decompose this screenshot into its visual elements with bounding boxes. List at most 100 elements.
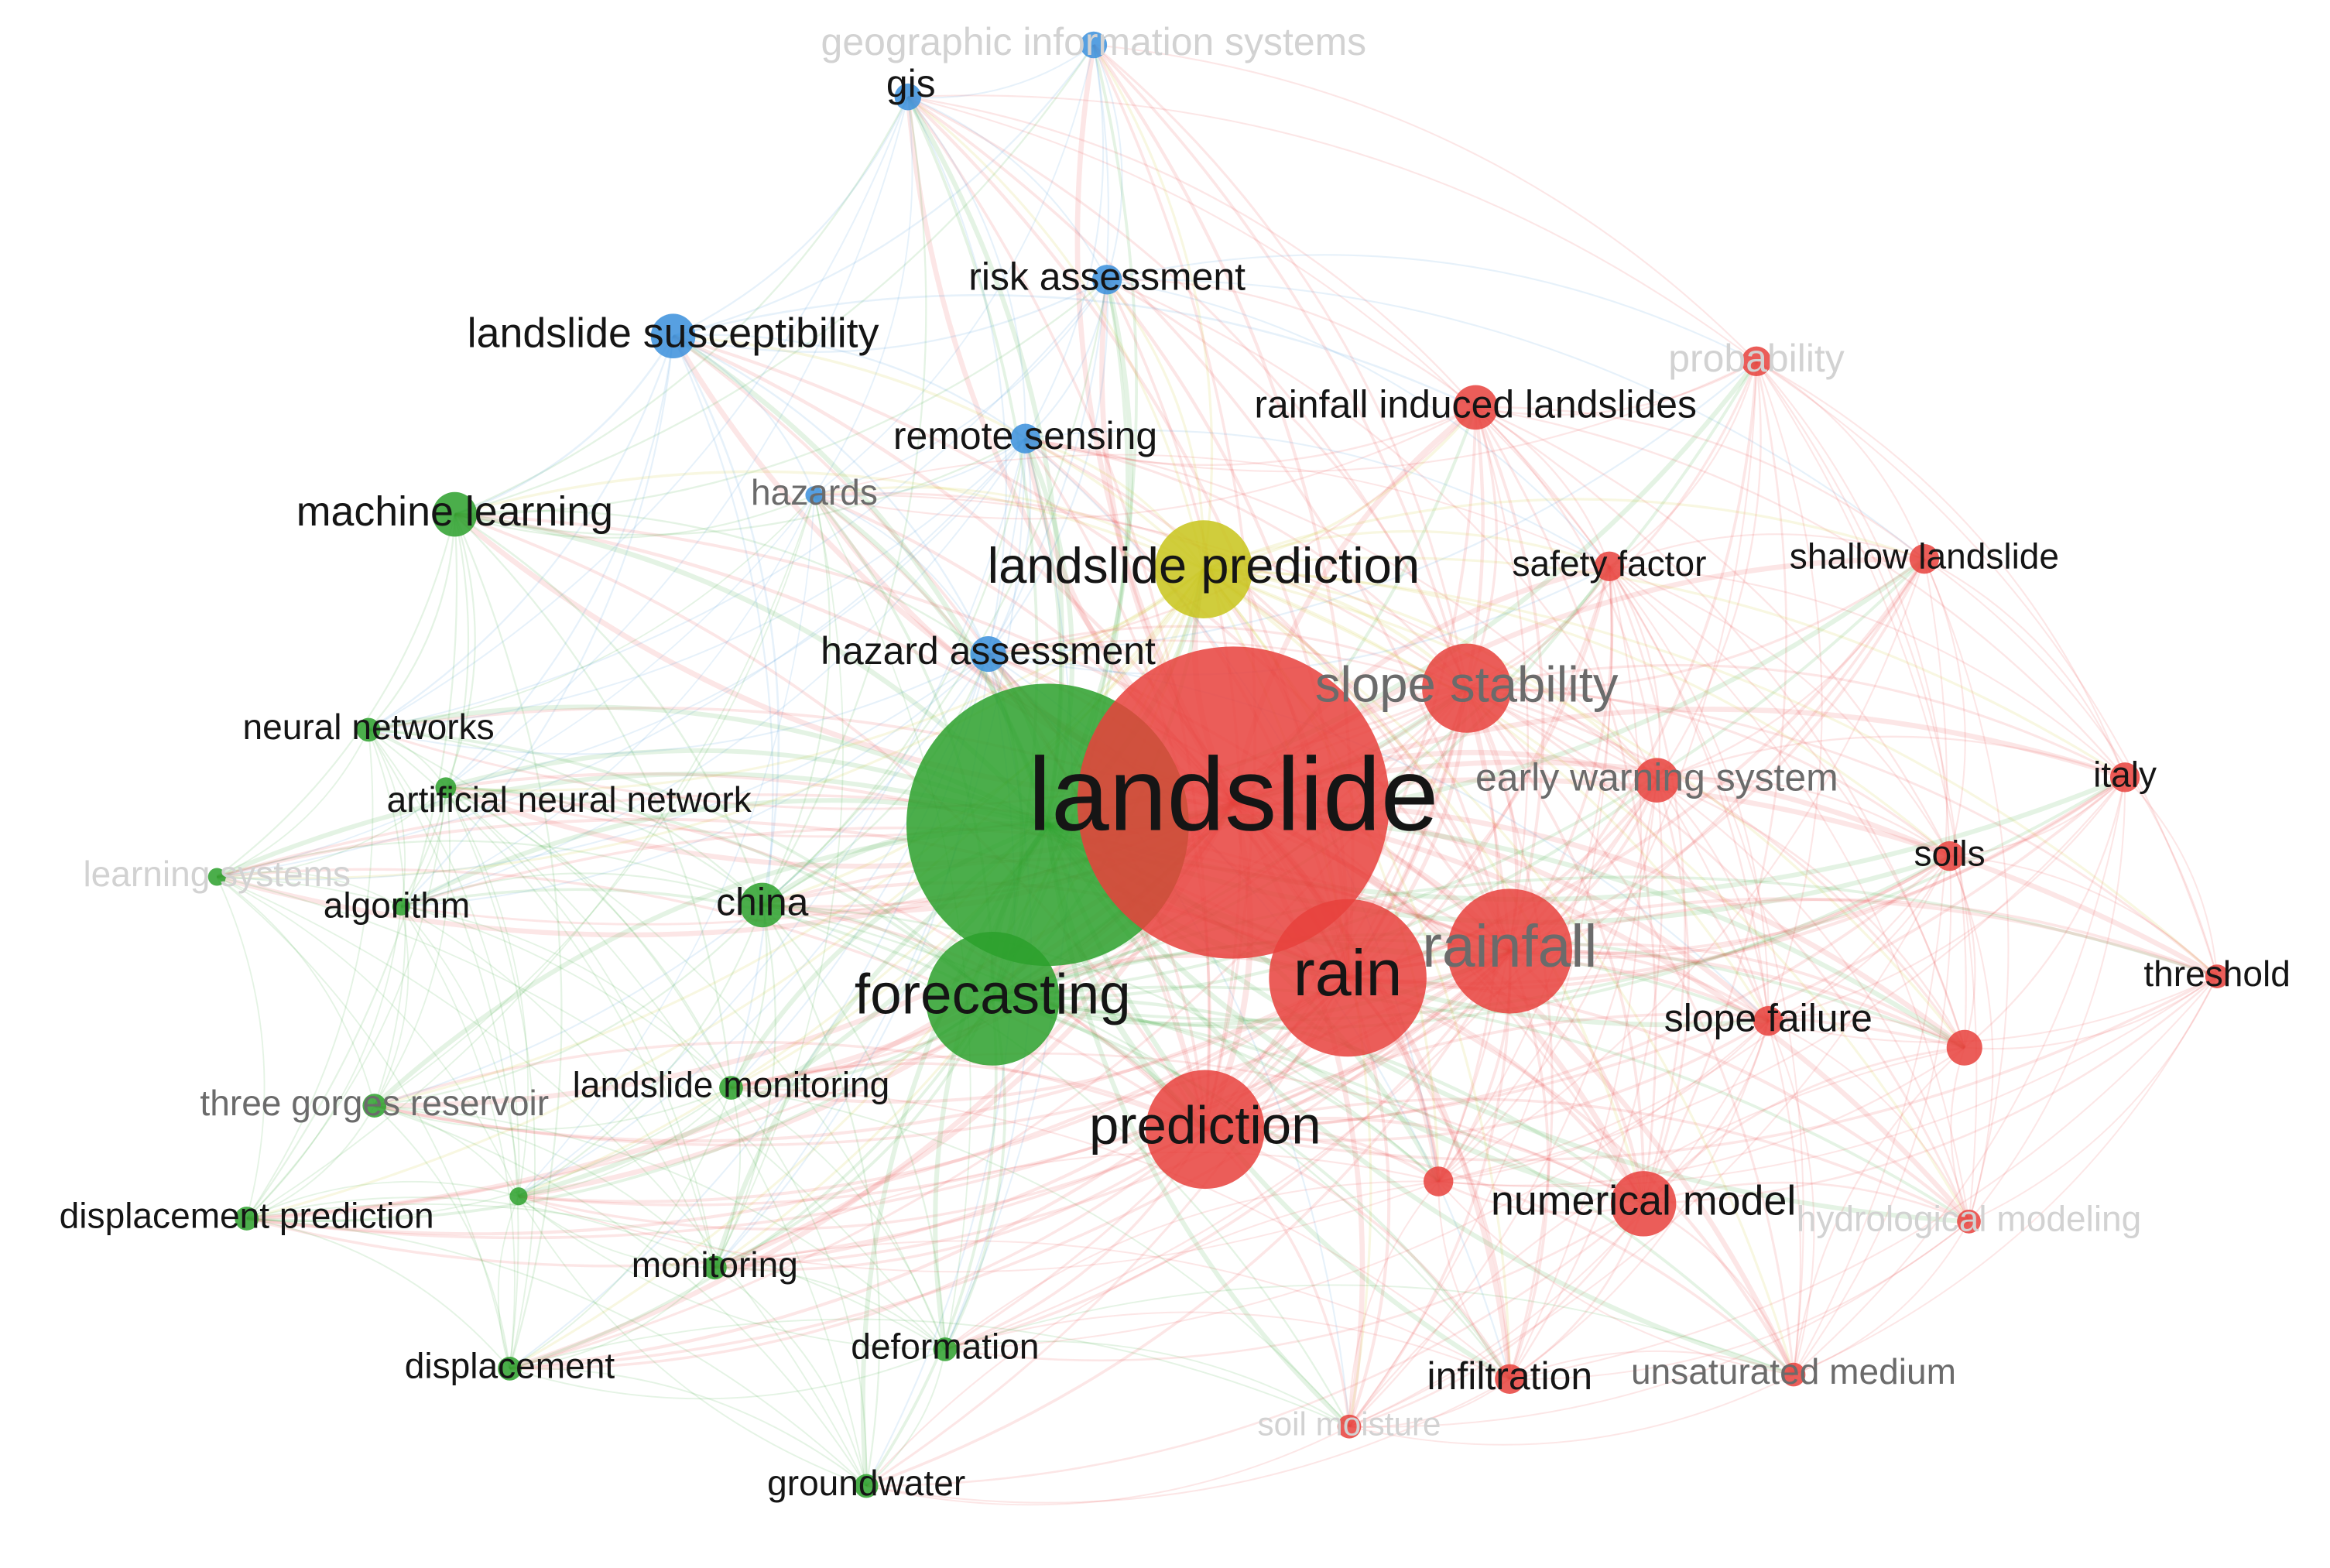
edge <box>445 786 946 1350</box>
edge <box>445 568 1204 792</box>
edge <box>1204 1019 1770 1142</box>
edge <box>1348 1378 1510 1428</box>
edge <box>518 1128 1206 1231</box>
edge <box>400 906 516 1369</box>
edge <box>944 779 1658 1351</box>
edge <box>730 1087 868 1487</box>
edge <box>1509 780 1664 1380</box>
node-label: displacement prediction <box>60 1196 434 1236</box>
edge <box>1968 777 2126 1222</box>
edge <box>1466 686 1951 858</box>
node <box>854 1474 879 1498</box>
edge <box>445 336 674 789</box>
edge <box>445 786 732 1088</box>
edge <box>1656 779 1965 1049</box>
edge <box>368 729 406 1106</box>
edge <box>714 1087 742 1268</box>
edge <box>1106 254 1757 362</box>
edge <box>1092 44 1123 280</box>
node <box>362 1094 387 1118</box>
edge <box>988 625 1468 690</box>
edge <box>216 876 375 1106</box>
edge <box>1609 565 1965 1049</box>
edge <box>673 335 815 496</box>
edge <box>518 1087 732 1197</box>
node <box>2205 964 2229 988</box>
edge <box>374 1104 946 1351</box>
edge <box>1203 568 2219 977</box>
node-label: three gorges reservoir <box>200 1083 549 1123</box>
edge <box>907 96 1477 409</box>
edge <box>1793 558 1948 1375</box>
edge <box>368 335 674 731</box>
edge <box>1437 780 1658 1183</box>
edge <box>761 904 881 1487</box>
edge <box>246 1217 867 1487</box>
edge <box>400 906 716 1268</box>
edge <box>1643 1181 1970 1223</box>
edge <box>1466 686 2219 977</box>
edge <box>217 876 732 1089</box>
edge <box>1948 855 1994 1222</box>
edge <box>1348 1020 1770 1428</box>
node-label: probability <box>1668 337 1845 380</box>
edge <box>1204 407 1478 1131</box>
node <box>1077 646 1389 959</box>
edge <box>245 729 374 1220</box>
edge <box>1948 855 1976 1049</box>
edge <box>454 512 1207 1131</box>
edge <box>988 406 1477 656</box>
edge <box>731 1052 1644 1205</box>
node <box>894 83 922 111</box>
edge <box>1793 1221 1970 1375</box>
edge <box>987 279 1108 655</box>
node-label: risk assessment <box>968 255 1246 298</box>
edge <box>1509 943 1965 1049</box>
edge <box>1438 776 2126 1183</box>
edge <box>454 513 732 1088</box>
edge <box>368 729 406 907</box>
edge <box>217 568 1204 880</box>
node-label: slope failure <box>1664 996 1873 1039</box>
node-label: rain <box>1293 936 1403 1009</box>
edge <box>1025 430 1610 567</box>
edge <box>1509 1221 1970 1380</box>
edge <box>454 494 815 539</box>
edge <box>1508 950 1550 1380</box>
node-label: slope stability <box>1315 656 1619 712</box>
edge <box>216 840 763 906</box>
edge <box>445 787 868 1487</box>
node <box>805 486 824 505</box>
edge <box>400 888 994 1000</box>
node <box>1934 840 1965 871</box>
node <box>1594 551 1625 581</box>
node <box>719 1076 743 1100</box>
edge <box>1756 361 2219 977</box>
edge <box>216 729 369 878</box>
edge <box>518 1180 1439 1273</box>
edge <box>1924 558 2010 1222</box>
edge <box>1204 1012 1965 1131</box>
edge <box>217 653 989 881</box>
edge <box>992 775 2126 1022</box>
node <box>1424 1166 1454 1197</box>
edge <box>1204 1117 1645 1206</box>
edge <box>1509 566 1643 1380</box>
edge <box>454 335 674 515</box>
edge <box>714 1267 868 1487</box>
edge <box>1024 279 1108 440</box>
edge <box>246 1128 1206 1268</box>
edge <box>1949 855 2218 977</box>
edge <box>518 905 763 1197</box>
node-label: unsaturated medium <box>1631 1351 1956 1392</box>
edge <box>714 1151 1439 1268</box>
edge <box>1024 44 1105 440</box>
edge <box>1348 976 1970 1223</box>
edge <box>400 336 674 908</box>
node <box>207 868 226 886</box>
edge <box>1465 686 1770 1022</box>
node-label: hazards <box>751 472 878 512</box>
node-label: hazard assessment <box>821 629 1156 673</box>
edge <box>1509 558 1926 953</box>
